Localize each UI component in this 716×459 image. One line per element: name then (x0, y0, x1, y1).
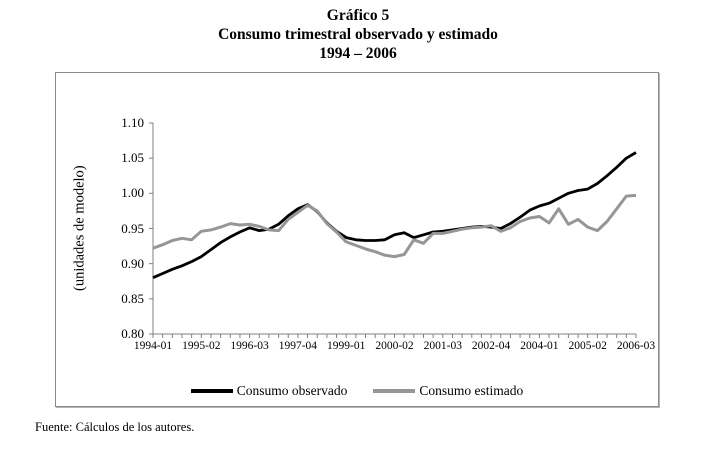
series-line-observado (152, 151, 637, 279)
legend: Consumo observado Consumo estimado (56, 383, 658, 399)
y-axis-title: (unidades de modelo) (71, 165, 88, 292)
x-tick-label: 1996-03 (230, 340, 269, 352)
y-tick-label: 1.00 (121, 185, 144, 201)
x-tick-label: 1997-04 (278, 340, 318, 352)
legend-label-observado: Consumo observado (236, 383, 348, 398)
x-tick-label: 1994-01 (133, 340, 173, 352)
y-tick-label: 1.10 (121, 115, 144, 130)
source-note: Fuente: Cálculos de los autores. (35, 420, 195, 434)
x-tick-label: 2002-04 (471, 340, 511, 352)
chart-frame: (unidades de modelo) Consumo observado C… (55, 72, 659, 407)
legend-line-estimado (373, 389, 416, 393)
chart-title-block: Gráfico 5 Consumo trimestral observado y… (0, 6, 716, 63)
y-tick-label: 1.05 (121, 150, 144, 166)
y-tick-label: 0.95 (121, 220, 144, 236)
chart-subtitle: Consumo trimestral observado y estimado (218, 26, 498, 43)
legend-item-observado: Consumo observado (190, 383, 348, 399)
chart-title: Gráfico 5 (326, 7, 390, 24)
x-tick-label: 2006-03 (616, 340, 656, 352)
x-tick-label: 2000-02 (375, 340, 414, 352)
y-tick-label: 0.80 (121, 326, 144, 341)
legend-item-estimado: Consumo estimado (373, 383, 523, 399)
chart-date-range: 1994 – 2006 (319, 45, 397, 62)
x-tick-label: 1999-01 (327, 340, 366, 352)
x-tick-label: 1995-02 (182, 340, 221, 352)
chart-plot (149, 122, 637, 338)
x-tick-label: 2005-02 (568, 340, 607, 352)
y-tick-label: 0.90 (121, 255, 144, 271)
x-tick-label: 2001-03 (423, 340, 462, 352)
legend-line-observado (190, 389, 233, 393)
x-tick-label: 2004-01 (520, 340, 559, 352)
y-tick-label: 0.85 (121, 290, 144, 306)
legend-label-estimado: Consumo estimado (419, 383, 524, 398)
series-line-estimado (152, 193, 637, 259)
